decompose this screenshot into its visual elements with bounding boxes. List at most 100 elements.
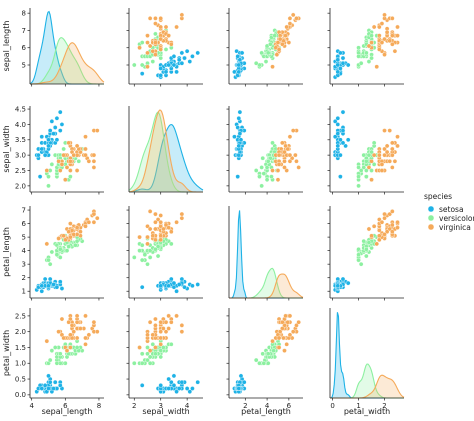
point-versicolor — [356, 252, 361, 258]
point-versicolor — [163, 47, 169, 52]
point-virginica — [57, 168, 63, 173]
y-tick-label: 5 — [22, 234, 26, 242]
point-versicolor — [269, 174, 274, 179]
point-virginica — [61, 152, 66, 158]
point-setosa — [174, 69, 179, 75]
kde-line-virginica-sepal_length — [29, 42, 105, 85]
point-versicolor — [46, 174, 51, 179]
point-virginica — [147, 209, 153, 214]
point-virginica — [161, 326, 166, 331]
point-virginica — [163, 319, 169, 325]
point-virginica — [69, 323, 75, 328]
x-tick-label: 0 — [330, 402, 334, 410]
point-virginica — [390, 33, 395, 38]
point-virginica — [74, 313, 80, 319]
point-virginica — [147, 319, 153, 325]
point-versicolor — [366, 240, 372, 245]
y-tick-label: 3 — [22, 261, 26, 269]
point-virginica — [284, 342, 289, 347]
y-tick-label: 1.0 — [15, 360, 26, 368]
point-versicolor — [139, 351, 145, 357]
point-virginica — [390, 41, 395, 47]
kde-fill-versicolor-sepal_width — [129, 112, 203, 192]
point-virginica — [374, 64, 380, 70]
point-setosa — [332, 134, 338, 140]
point-virginica — [384, 143, 390, 149]
panel-petal_length-vs-sepal_width — [126, 206, 203, 301]
point-setosa — [190, 386, 195, 391]
point-setosa — [54, 115, 60, 121]
point-virginica — [56, 158, 61, 164]
point-setosa — [139, 284, 145, 290]
point-setosa — [184, 386, 190, 391]
point-virginica — [287, 21, 293, 26]
point-virginica — [369, 40, 374, 45]
point-versicolor — [358, 168, 364, 173]
point-setosa — [235, 54, 241, 59]
point-setosa — [335, 62, 341, 68]
point-virginica — [285, 146, 291, 152]
panel-sepal_width-vs-petal_length — [226, 106, 303, 195]
point-virginica — [158, 47, 164, 52]
point-setosa — [176, 282, 182, 287]
point-setosa — [57, 279, 63, 285]
point-virginica — [61, 233, 66, 239]
point-virginica — [382, 12, 387, 18]
point-setosa — [176, 386, 182, 391]
point-versicolor — [356, 183, 361, 189]
point-virginica — [71, 152, 77, 158]
point-setosa — [54, 284, 60, 290]
point-virginica — [168, 319, 174, 325]
point-setosa — [39, 134, 45, 140]
panel-sepal_width-vs-petal_width — [327, 106, 404, 195]
point-virginica — [293, 152, 298, 158]
point-virginica — [83, 313, 88, 319]
point-setosa — [39, 288, 45, 294]
point-versicolor — [57, 255, 63, 260]
kde-fill-setosa-petal_length — [229, 210, 303, 298]
point-virginica — [290, 128, 296, 133]
point-virginica — [296, 165, 301, 170]
point-versicolor — [272, 33, 278, 38]
point-virginica — [168, 229, 174, 235]
point-setosa — [171, 54, 177, 59]
point-virginica — [147, 43, 153, 49]
point-virginica — [390, 229, 395, 235]
point-versicolor — [153, 31, 158, 37]
point-virginica — [275, 177, 281, 183]
point-virginica — [366, 226, 372, 232]
kde-fill-virginica-petal_length — [229, 274, 303, 298]
y-tick-label: 2.0 — [15, 328, 26, 336]
legend-marker-versicolor — [427, 214, 435, 222]
point-virginica — [392, 158, 398, 164]
point-versicolor — [261, 171, 267, 176]
point-virginica — [382, 128, 387, 133]
point-virginica — [83, 223, 88, 229]
y-tick-label: 2 — [22, 274, 26, 282]
panel-petal_length-vs-petal_width — [327, 206, 404, 301]
point-versicolor — [155, 253, 161, 259]
point-setosa — [343, 143, 348, 149]
y-tick-label: 4.5 — [15, 105, 26, 113]
point-virginica — [387, 128, 393, 133]
y-axis-label-petal_width: petal_width — [2, 330, 11, 376]
point-versicolor — [366, 59, 372, 64]
point-virginica — [145, 234, 150, 240]
point-virginica — [145, 40, 150, 45]
point-virginica — [163, 24, 169, 30]
point-virginica — [282, 323, 287, 328]
point-versicolor — [369, 33, 374, 38]
point-versicolor — [47, 357, 53, 363]
point-virginica — [283, 313, 288, 319]
point-setosa — [332, 119, 338, 124]
point-versicolor — [147, 248, 153, 253]
point-virginica — [294, 16, 299, 21]
point-virginica — [166, 326, 171, 331]
point-versicolor — [139, 257, 145, 263]
point-virginica — [59, 162, 65, 167]
point-virginica — [283, 143, 288, 149]
legend-label-virginica: virginica — [439, 223, 471, 232]
y-axis-label-sepal_width: sepal_width — [2, 125, 11, 172]
point-virginica — [83, 335, 88, 341]
point-setosa — [166, 283, 171, 289]
